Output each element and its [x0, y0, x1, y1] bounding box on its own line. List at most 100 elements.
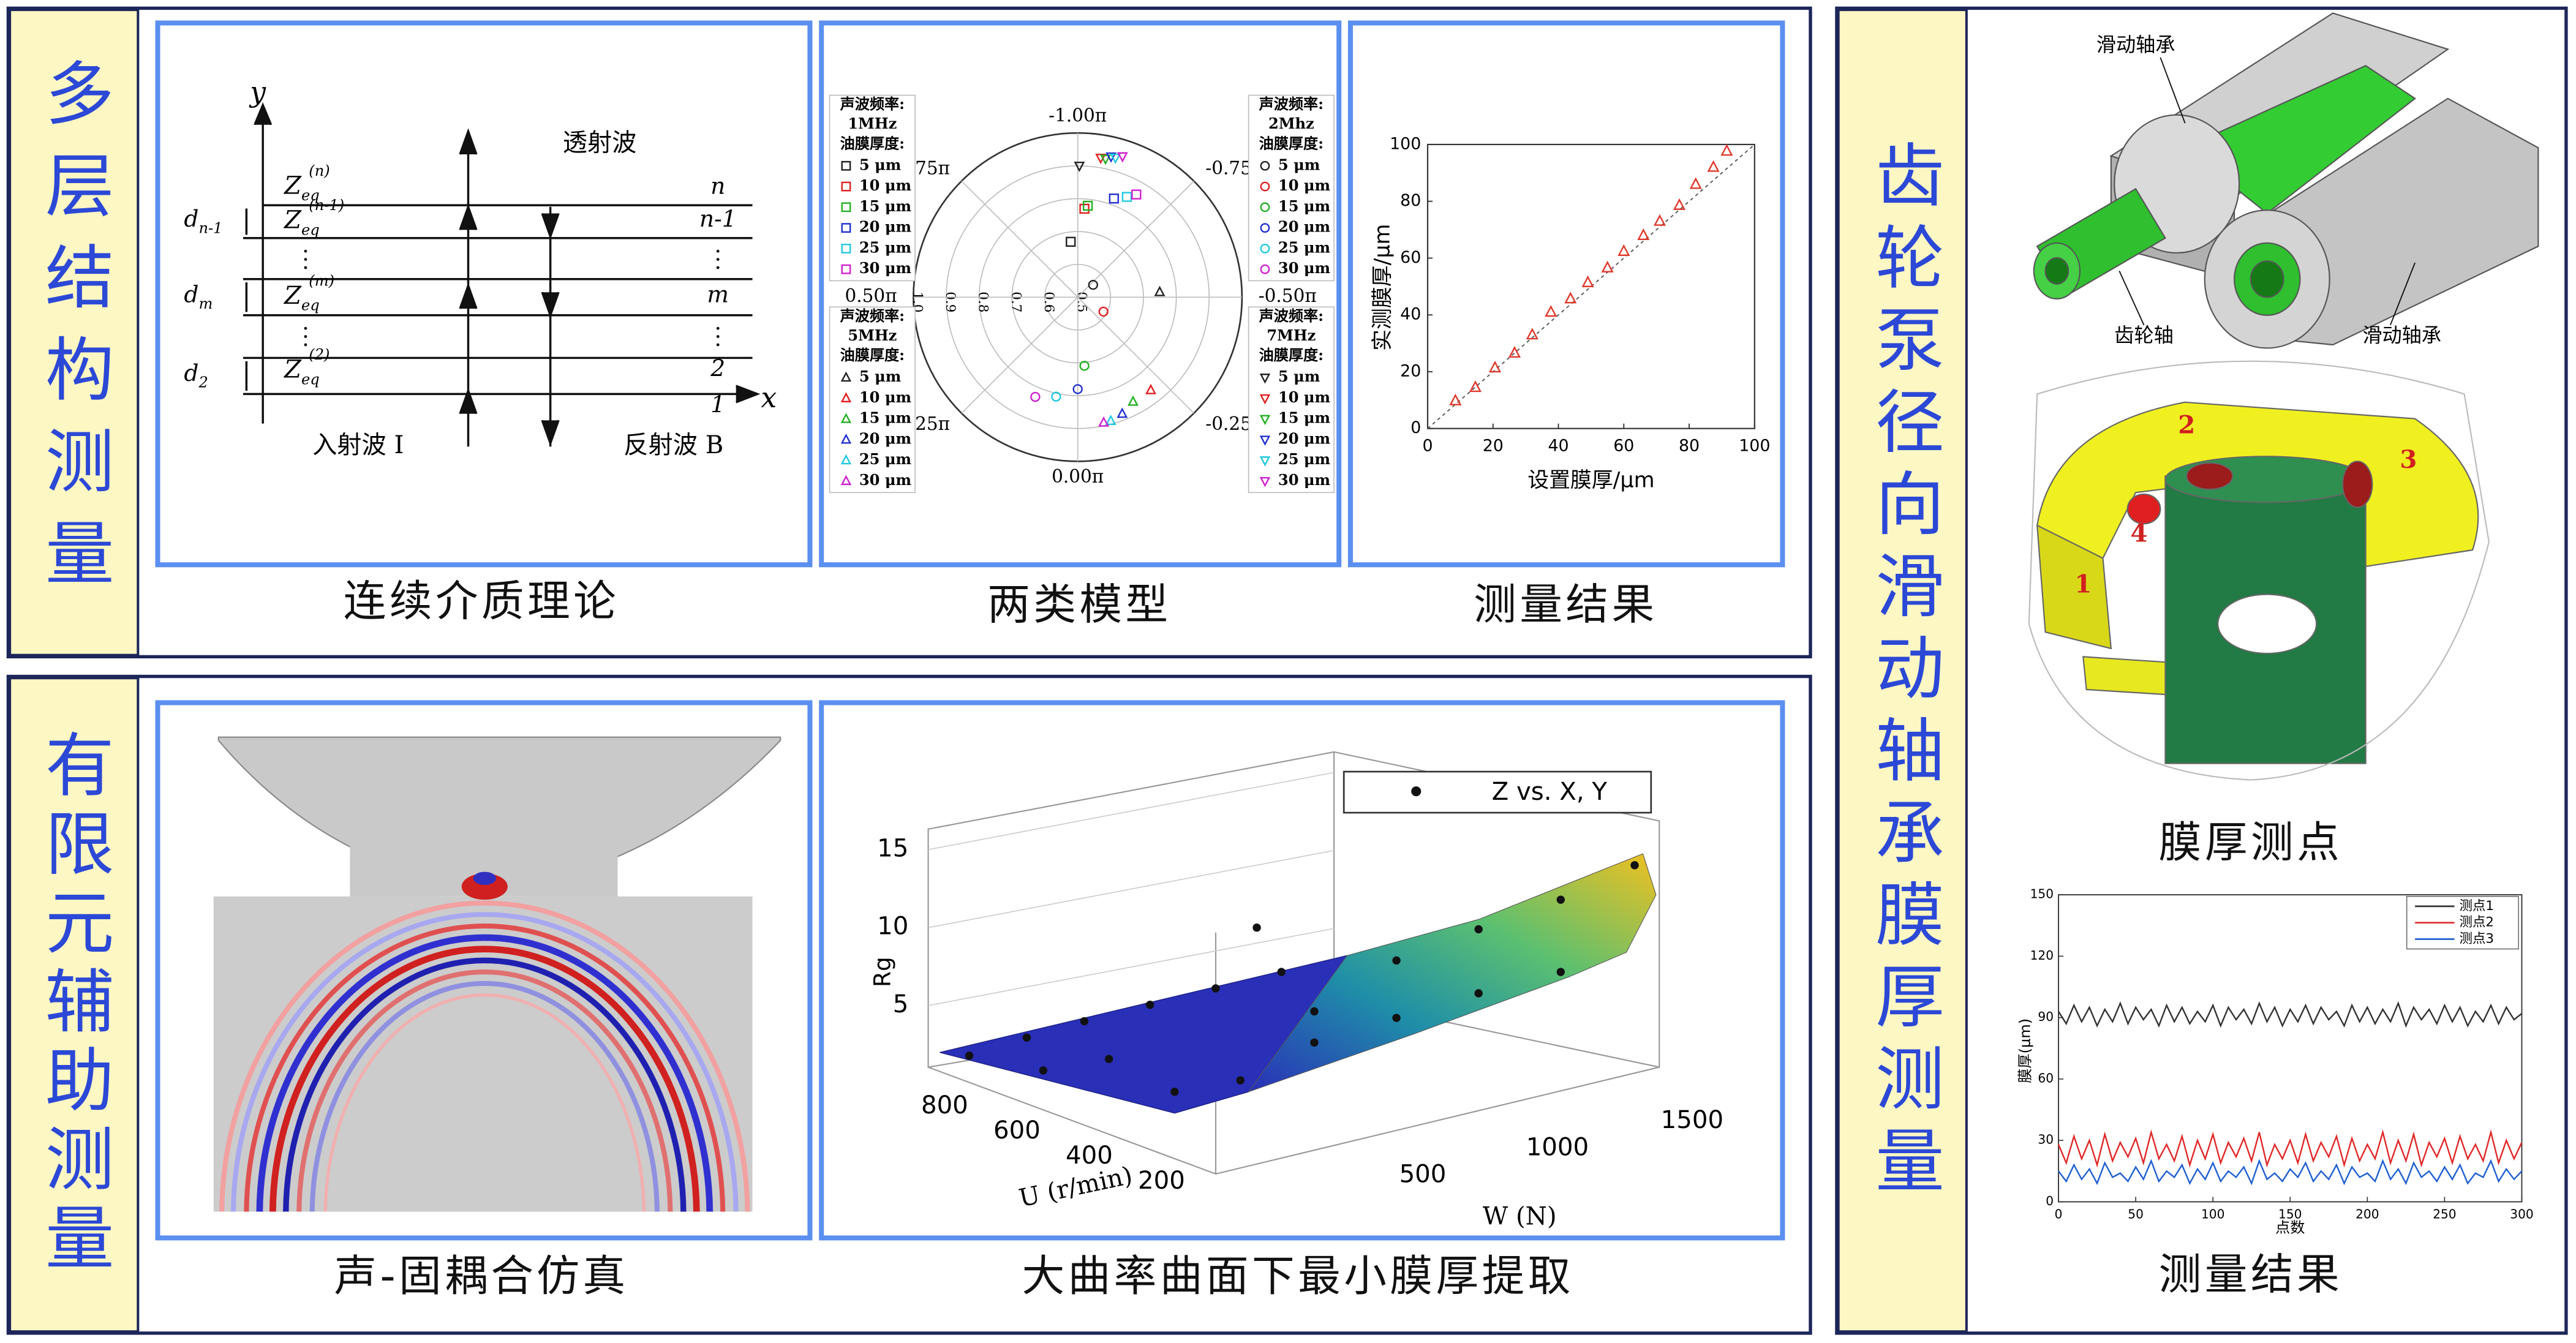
impedance-sup: (n)	[309, 162, 330, 179]
thickness: dn-1	[184, 205, 222, 237]
impedance-base: Z	[283, 171, 302, 200]
caption: 连续介质理论	[344, 577, 620, 626]
measure-point: 1	[2074, 570, 2092, 599]
point	[1259, 374, 1271, 384]
legend-label: 测点2	[2460, 915, 2495, 930]
x-tick-label: 20	[1483, 437, 1504, 456]
point	[841, 223, 851, 233]
legend-label: 20 μm	[1278, 218, 1330, 236]
point	[1260, 160, 1270, 171]
point	[1082, 200, 1093, 211]
legend-title: 5MHz	[848, 326, 897, 344]
angle-tick-label: 0.50π	[845, 285, 897, 306]
impedance: Zeq	[283, 206, 320, 239]
legend-label: Z vs. X, Y	[1492, 778, 1608, 806]
impedance: Zeq	[283, 356, 320, 388]
point	[1689, 177, 1702, 189]
legend-label: 5 μm	[859, 367, 901, 385]
simulation-image	[213, 736, 781, 1212]
legend-box	[829, 94, 916, 282]
point	[1260, 243, 1270, 254]
inner-boxes	[155, 20, 1785, 1241]
w-tick-label: 500	[1399, 1161, 1447, 1189]
legend-label: 10 μm	[1278, 176, 1330, 194]
point	[1618, 244, 1630, 256]
point	[1100, 154, 1111, 165]
y-tick-label: 0	[2046, 1194, 2054, 1208]
impedance: Zeq	[283, 171, 320, 204]
point	[1098, 416, 1110, 427]
point	[840, 475, 852, 486]
angle-tick-label: -0.50π	[1259, 285, 1317, 306]
point	[1545, 305, 1557, 317]
axis-label: x	[761, 382, 777, 414]
u-tick-label: 800	[921, 1091, 968, 1119]
point	[1259, 394, 1271, 405]
legend-title: 油膜厚度:	[840, 346, 905, 364]
surface-axes	[927, 751, 1660, 1175]
legend-label: 15 μm	[859, 409, 911, 427]
point	[1051, 391, 1061, 402]
y-tick-label: 0	[1410, 418, 1421, 437]
legend-label: 15 μm	[1278, 409, 1330, 427]
legend-label: 30 μm	[1278, 471, 1330, 489]
legend-label: 25 μm	[859, 238, 911, 256]
thickness-base: d	[184, 359, 198, 386]
x-tick-label: 0	[1422, 437, 1433, 456]
section-label: 齿轮泵径向滑动轴承膜厚测量	[1864, 140, 1945, 1206]
spoke	[961, 181, 1079, 298]
legend-label: 30 μm	[1278, 259, 1330, 277]
wave-label: 反射波 B	[623, 431, 723, 459]
legend-title: 油膜厚度:	[840, 134, 905, 152]
legend-title: 油膜厚度:	[1259, 134, 1324, 152]
y-axis-title: 实测膜厚/μm	[1371, 224, 1395, 351]
point	[1469, 380, 1482, 393]
gear-pump-model	[2033, 12, 2539, 349]
point	[1098, 306, 1109, 317]
legend-label: 25 μm	[859, 450, 911, 468]
point	[1259, 435, 1271, 446]
impedance-sup: (n-1)	[309, 197, 344, 214]
y-tick-label: 60	[2038, 1070, 2054, 1085]
measure-point: 3	[2400, 445, 2417, 474]
point	[1259, 476, 1271, 487]
r-tick-label: 0.8	[976, 292, 991, 312]
x-tick-label: 40	[1548, 437, 1569, 456]
ellipsis-dots	[304, 249, 720, 347]
r-tick-label: 0.6	[1041, 292, 1056, 312]
thickness: dm	[184, 280, 213, 312]
r-tick-label: 0.7	[1008, 292, 1023, 312]
impedance-sup: (m)	[309, 272, 334, 289]
impedance-sub: eq	[301, 297, 320, 314]
y-tick-label: 100	[1390, 134, 1421, 153]
y-tick-label: 120	[2030, 948, 2054, 963]
u-tick-label: 400	[1066, 1142, 1113, 1170]
angle-tick-label: 0.00π	[1052, 466, 1104, 487]
point	[1260, 264, 1270, 274]
legend-box	[2406, 896, 2519, 950]
bearing-model	[2028, 360, 2490, 781]
x-tick-label: 200	[2356, 1206, 2379, 1221]
wave-label: 入射波 I	[312, 431, 404, 459]
point	[1128, 395, 1139, 406]
legend-label: 10 μm	[859, 176, 911, 194]
legend-title: 声波频率:	[840, 95, 905, 113]
point	[1121, 192, 1132, 202]
x-tick-label: 50	[2128, 1206, 2144, 1221]
point	[1117, 407, 1128, 418]
point	[1260, 202, 1270, 213]
y-tick-label: 90	[2038, 1009, 2054, 1024]
measure-point: 2	[2178, 411, 2195, 440]
impedance-base: Z	[283, 282, 302, 310]
grid-line	[928, 849, 1335, 928]
x-tick-label: 300	[2510, 1206, 2533, 1221]
point	[1508, 345, 1521, 358]
z-tick-label: 5	[893, 990, 909, 1018]
y-tick-label: 20	[1400, 361, 1421, 380]
point	[840, 433, 852, 444]
surface-dots	[965, 861, 1639, 1096]
point	[1030, 391, 1041, 402]
layer-label: n	[710, 172, 725, 199]
point	[1707, 160, 1720, 172]
leader-lines	[2118, 57, 2416, 326]
